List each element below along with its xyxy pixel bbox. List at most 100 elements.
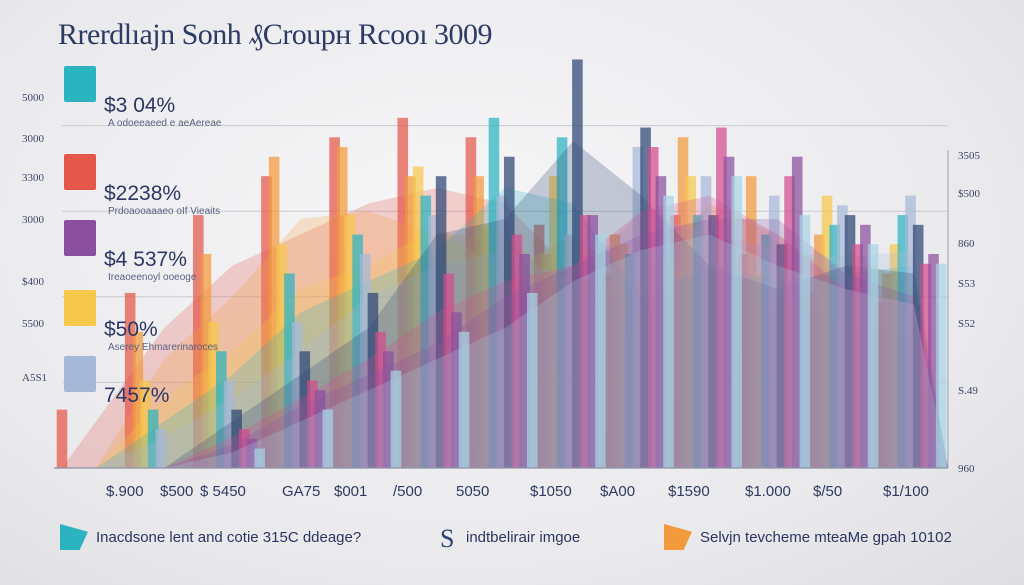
bar-s0-c4 xyxy=(329,137,340,469)
bar-s6-c2 xyxy=(239,429,250,468)
right-axis-tick-0: 3505 xyxy=(958,150,980,162)
callout-subtitle: Aserey Ehmarerinaroces xyxy=(108,342,219,353)
bar-s6-c7 xyxy=(579,215,591,468)
bar-s0-c11 xyxy=(806,292,817,468)
bar-s6-c6 xyxy=(511,234,523,468)
bar-s4-c9 xyxy=(700,176,712,468)
bar-s1-c11 xyxy=(814,234,825,468)
bar-s5-c5 xyxy=(435,176,447,468)
left-axis-tick-4: $400 xyxy=(22,276,44,288)
left-axis-tick-1: 3000 xyxy=(22,133,44,145)
bar-s2-c11 xyxy=(821,195,833,469)
bar-s8-c2 xyxy=(254,448,265,468)
bar-s8-c5 xyxy=(458,331,470,468)
bar-s6-c5 xyxy=(443,273,455,468)
bar-s3-c3 xyxy=(284,273,295,468)
bar-s1-c2 xyxy=(200,254,212,468)
bar-s5-c12 xyxy=(912,224,924,468)
bar-s0-c9 xyxy=(670,215,681,468)
bar-s4-c3 xyxy=(291,322,303,468)
x-tick-3: GA75 xyxy=(282,483,321,500)
bar-s7-c6 xyxy=(519,254,530,468)
right-axis-tick-3: S53 xyxy=(958,278,976,290)
bar-s3-c4 xyxy=(352,234,363,468)
bar-s2-c12 xyxy=(889,244,901,468)
bar-s4-c8 xyxy=(632,147,644,468)
bar-s4-c2 xyxy=(223,380,235,468)
legend-entry-2: Selvjn tevcheme mteaMe gpah 10102 xyxy=(664,522,952,552)
bar-s1-c12 xyxy=(882,273,893,468)
bar-s0-c10 xyxy=(738,254,749,468)
bar-s1-c6 xyxy=(473,176,484,468)
bar-s0-c5 xyxy=(397,117,409,469)
bar-s1-c3 xyxy=(268,156,280,468)
x-tick-10: $1.000 xyxy=(745,483,791,500)
bar-s3-c5 xyxy=(420,195,432,469)
right-axis-tick-4: S52 xyxy=(958,318,976,330)
callout-subtitle: A odoeeaeed e aeAereae xyxy=(108,118,222,129)
bar-s1-c10 xyxy=(745,176,757,468)
bar-s2-c2 xyxy=(208,322,219,468)
right-axis-tick-1: $500 xyxy=(958,188,980,200)
bar-s8-c9 xyxy=(731,176,743,468)
bar-s4-c7 xyxy=(564,234,576,468)
bar-s1-c5 xyxy=(405,176,416,468)
callout-value: $4 537% xyxy=(104,248,187,271)
bar-s4-c12 xyxy=(905,195,916,469)
callout-subtitle: Ireaoeenoyl ooeoge xyxy=(108,272,197,283)
bar-s5-c6 xyxy=(503,156,515,468)
bar-s5-c11 xyxy=(844,215,856,468)
x-tick-7: $1050 xyxy=(530,483,572,500)
bar-s3-c12 xyxy=(897,215,909,468)
legend-swatch-icon xyxy=(60,524,88,550)
bar-s7-c5 xyxy=(451,312,462,468)
x-tick-0: $.900 xyxy=(106,483,144,500)
area-s7 xyxy=(62,218,948,468)
bar-s3-c9 xyxy=(693,215,704,468)
bar-s1-c4 xyxy=(336,147,348,468)
bar-s6-c8 xyxy=(647,147,659,468)
bar-s8-c3 xyxy=(322,409,334,468)
bar-s1-c1 xyxy=(132,331,144,468)
bar-s5-c2 xyxy=(231,409,242,468)
bar-s3-c8 xyxy=(624,254,636,468)
chart-title: Rrerdlıajn Sonh ₰Croupн Rcooı 3009 xyxy=(58,18,493,51)
legend-label: indtbelirair imgoe xyxy=(466,528,581,546)
left-axis-tick-3: 3000 xyxy=(22,214,44,226)
x-tick-4: $001 xyxy=(334,483,368,500)
right-axis-tick-6: 960 xyxy=(958,463,975,475)
bar-s6-c10 xyxy=(784,176,795,468)
bar-s0-c12 xyxy=(874,302,886,468)
x-tick-11: $/50 xyxy=(813,483,843,500)
bar-s0-c6 xyxy=(465,137,477,469)
bar-s7-c3 xyxy=(314,390,326,468)
bar-s1-c8 xyxy=(609,234,621,468)
bar-s8-c12 xyxy=(935,263,947,468)
bar-s8-c7 xyxy=(595,234,606,468)
bar-s7-c12 xyxy=(928,254,939,468)
bar-s1-c9 xyxy=(677,137,689,469)
bar-s4-c11 xyxy=(837,205,848,468)
left-axis-tick-6: A5S1 xyxy=(22,372,48,384)
legend-entry-0: Inacdsone lent and cotie 315C ddeage? xyxy=(60,522,361,552)
callout-value: 7457% xyxy=(104,384,170,407)
bar-s8-c10 xyxy=(799,215,811,468)
bar-s3-c7 xyxy=(556,137,568,469)
callout-swatch xyxy=(64,66,96,102)
bar-s2-c5 xyxy=(412,166,424,469)
bar-s8-c4 xyxy=(390,370,402,468)
right-axis-tick-5: S.49 xyxy=(958,385,978,397)
bar-s7-c11 xyxy=(860,224,871,468)
callout-subtitle: Prdoaooaaaeo oIf Vieaits xyxy=(108,206,221,217)
left-axis-tick-5: 5500 xyxy=(22,318,44,330)
bar-s2-c7 xyxy=(549,176,560,468)
bar-s0-c3 xyxy=(261,176,272,468)
bar-s4-c5 xyxy=(428,215,439,468)
bar-s0-c2 xyxy=(193,215,204,468)
bar-s4-c6 xyxy=(496,195,507,469)
bar-s3-c10 xyxy=(761,234,772,468)
bar-s7-c4 xyxy=(382,351,394,468)
bar-s5-c9 xyxy=(708,215,720,468)
bar-s2-c3 xyxy=(276,244,288,468)
